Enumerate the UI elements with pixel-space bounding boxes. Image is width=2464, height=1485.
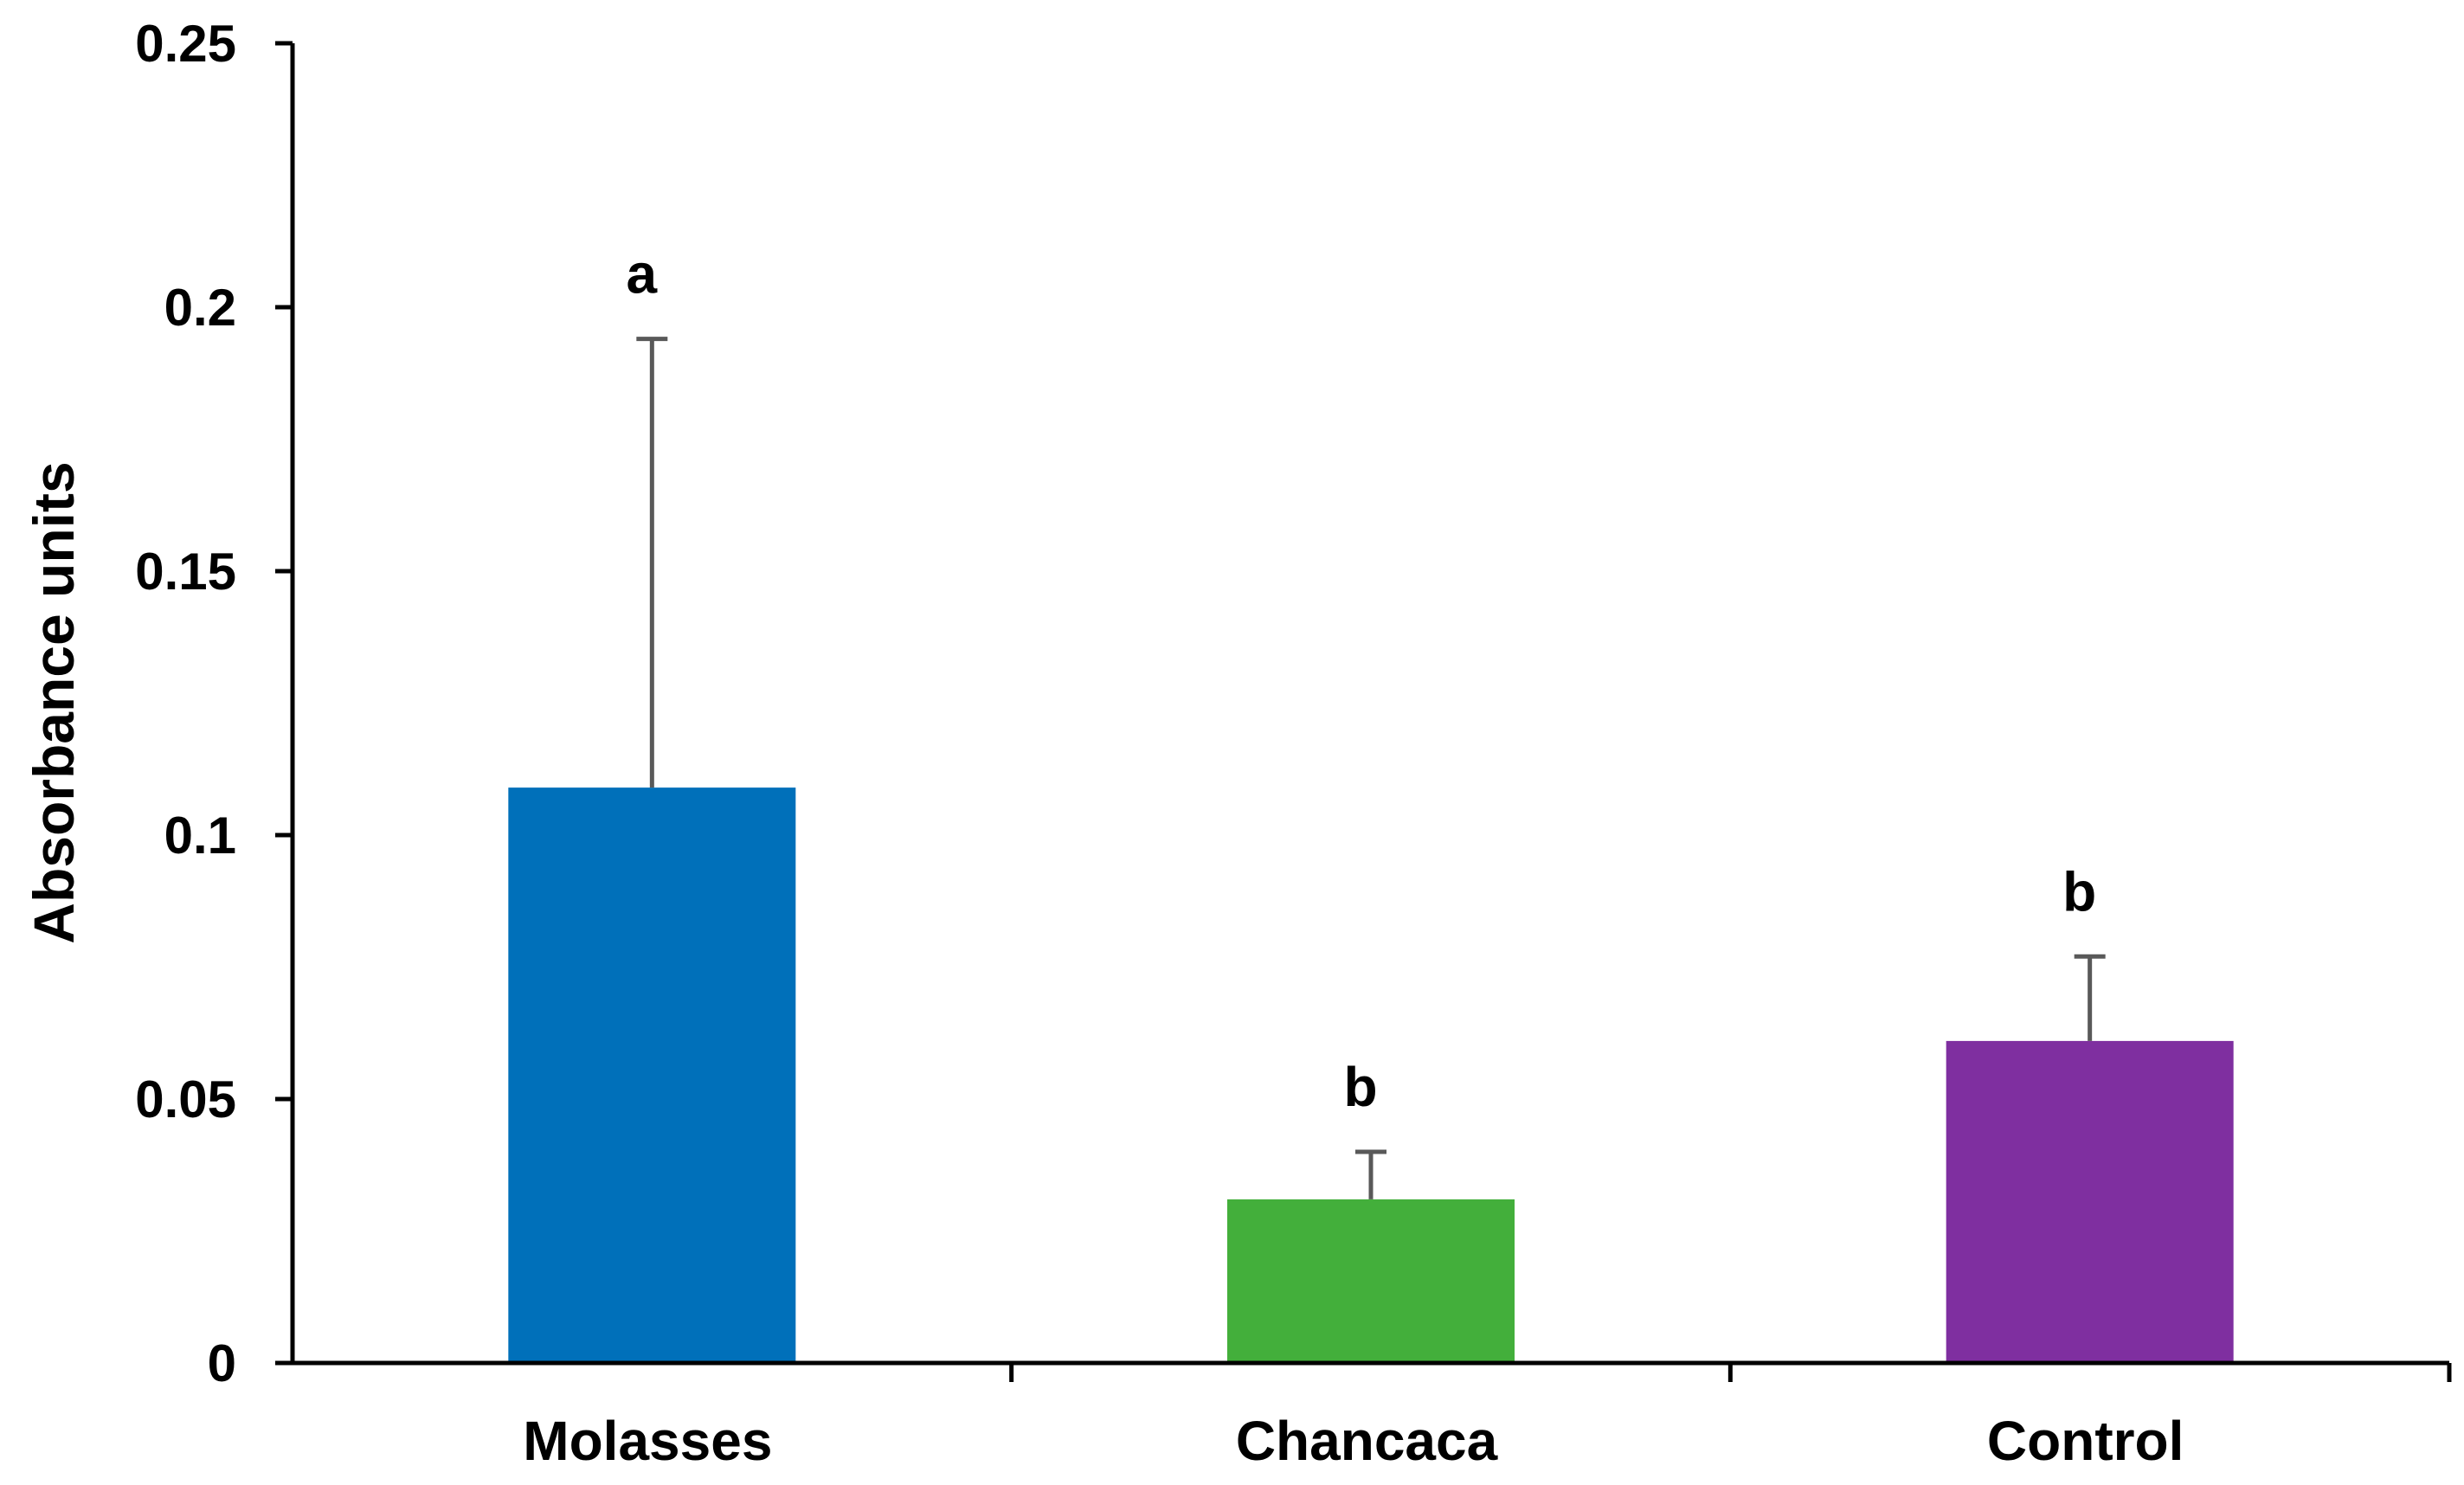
significance-label-control: b (2062, 860, 2096, 922)
significance-label-molasses: a (627, 243, 658, 305)
y-tick-label: 0.1 (164, 807, 236, 865)
bar-control (1946, 1040, 2234, 1363)
y-tick-label: 0.05 (135, 1070, 236, 1128)
y-tick-label: 0 (208, 1334, 236, 1392)
significance-label-chancaca: b (1343, 1056, 1377, 1118)
x-category-label: Molasses (523, 1410, 772, 1472)
error-bars-layer (636, 337, 2106, 1199)
x-ticks-layer: Molasses Chancaca Control (523, 1363, 2452, 1472)
bar-molasses (508, 788, 796, 1363)
x-category-label: Chancaca (1236, 1410, 1498, 1472)
y-tick-label: 0.15 (135, 543, 236, 601)
x-category-label: Control (1987, 1410, 2184, 1472)
y-ticks-layer: 0 0.05 0.1 0.15 0.2 0.25 (135, 15, 293, 1392)
significance-labels-layer: a b b (627, 243, 2097, 1118)
y-tick-label: 0.2 (164, 279, 236, 337)
bar-chancaca (1227, 1199, 1515, 1363)
axes-layer (290, 43, 2449, 1366)
y-axis-title: Absorbance units (22, 461, 86, 943)
bars-layer (508, 788, 2234, 1363)
y-tick-label: 0.25 (135, 15, 236, 73)
